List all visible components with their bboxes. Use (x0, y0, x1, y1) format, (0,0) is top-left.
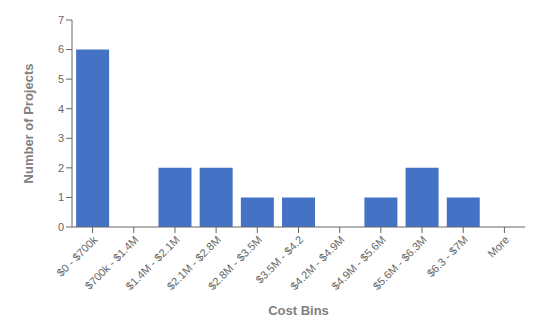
svg-text:$4.9M - $5.6M: $4.9M - $5.6M (329, 233, 388, 293)
svg-text:4: 4 (58, 103, 64, 115)
svg-text:$2.8M - $3.5M: $2.8M - $3.5M (206, 233, 265, 292)
svg-text:0: 0 (58, 221, 64, 233)
svg-text:$4.2M - $4.9M: $4.2M - $4.9M (288, 233, 347, 293)
svg-text:$5.6M - $6.3M: $5.6M - $6.3M (370, 233, 429, 292)
svg-text:2: 2 (58, 162, 64, 174)
svg-text:6: 6 (58, 43, 64, 55)
svg-text:Cost Bins: Cost Bins (268, 303, 329, 318)
svg-text:3: 3 (58, 132, 64, 144)
svg-text:$1.4M - $2.1M: $1.4M - $2.1M (123, 233, 182, 293)
svg-text:$6.3 - $7M: $6.3 - $7M (424, 233, 470, 279)
svg-text:Number of Projects: Number of Projects (21, 64, 36, 184)
svg-text:7: 7 (58, 14, 64, 26)
svg-text:$0 - $700k: $0 - $700k (54, 233, 100, 279)
svg-text:5: 5 (58, 73, 64, 85)
svg-text:1: 1 (58, 191, 64, 203)
svg-text:More: More (485, 233, 511, 259)
svg-text:$2.1M - $2.8M: $2.1M - $2.8M (164, 233, 224, 293)
svg-text:$700k - $1.4M: $700k - $1.4M (82, 233, 141, 292)
svg-text:$3.5M - $4.2: $3.5M - $4.2 (253, 233, 306, 286)
